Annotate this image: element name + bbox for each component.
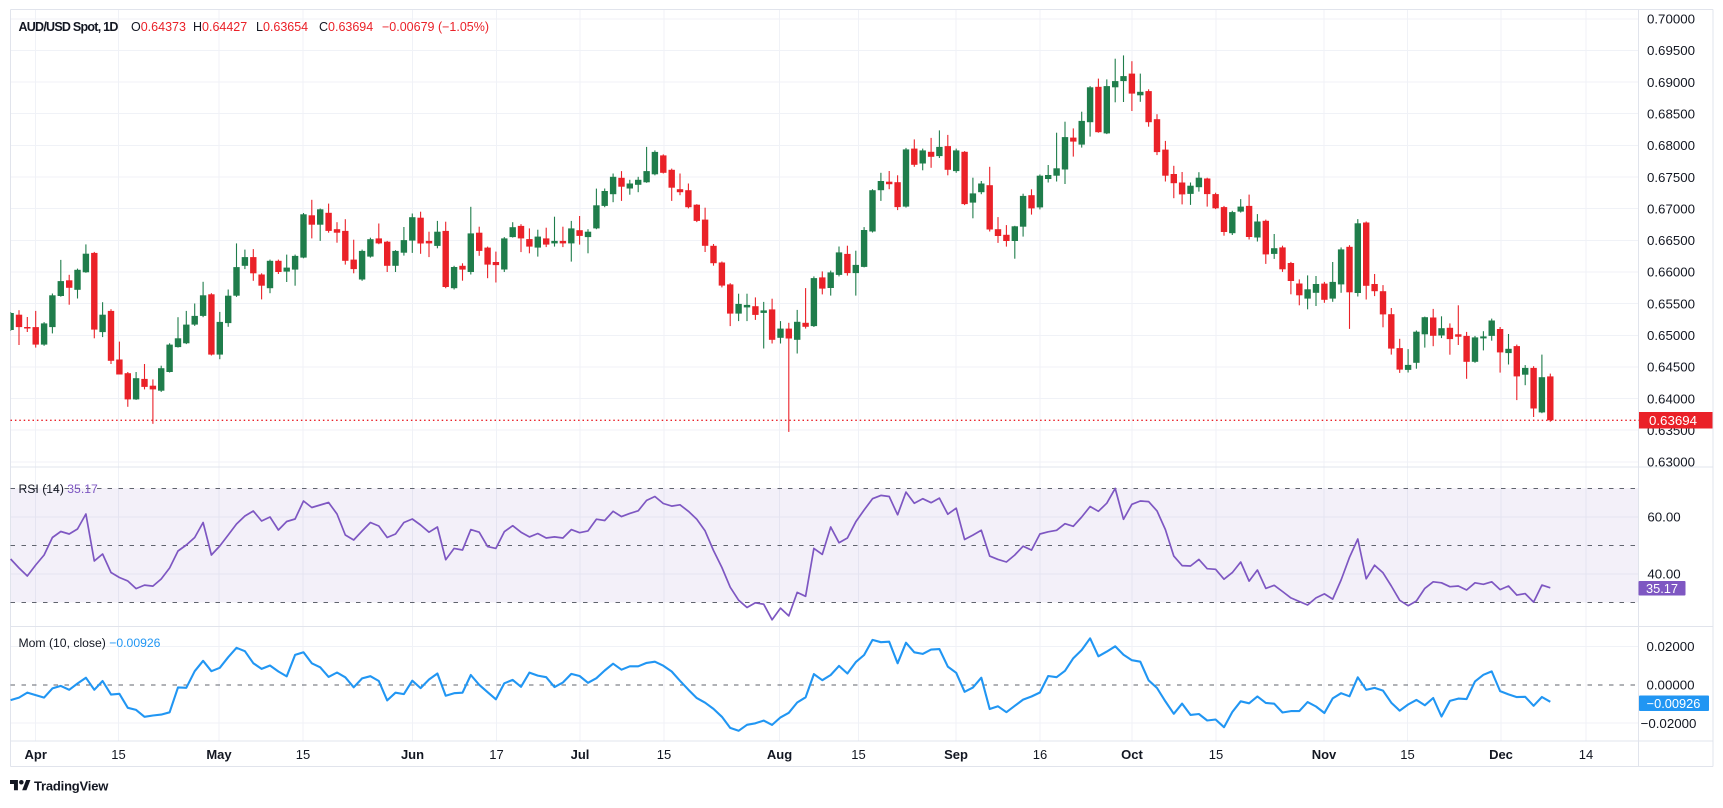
svg-text:14: 14	[1579, 747, 1593, 762]
svg-text:TradingView: TradingView	[34, 779, 109, 794]
svg-text:16: 16	[1033, 747, 1047, 762]
svg-text:0.65500: 0.65500	[1647, 296, 1695, 311]
svg-text:17: 17	[489, 747, 503, 762]
svg-text:0.70000: 0.70000	[1647, 12, 1695, 27]
svg-text:May: May	[206, 747, 232, 762]
svg-text:0.67500: 0.67500	[1647, 170, 1695, 185]
svg-text:40.00: 40.00	[1647, 567, 1680, 582]
svg-text:Sep: Sep	[944, 747, 968, 762]
svg-text:Jun: Jun	[401, 747, 424, 762]
svg-text:Aug: Aug	[767, 747, 792, 762]
svg-text:Mom (10, close) −0.00926: Mom (10, close) −0.00926	[19, 636, 161, 650]
svg-text:60.00: 60.00	[1647, 510, 1680, 525]
svg-text:15: 15	[1400, 747, 1414, 762]
svg-text:15: 15	[1209, 747, 1223, 762]
svg-text:15: 15	[111, 747, 125, 762]
svg-text:0.69000: 0.69000	[1647, 75, 1695, 90]
svg-text:AUD/USD Spot, 1D: AUD/USD Spot, 1D	[19, 20, 119, 34]
svg-text:Dec: Dec	[1489, 747, 1513, 762]
svg-text:0.63694: 0.63694	[1649, 413, 1697, 428]
svg-text:0.63000: 0.63000	[1647, 455, 1695, 470]
svg-text:15: 15	[657, 747, 671, 762]
svg-text:15: 15	[296, 747, 310, 762]
svg-text:0.66500: 0.66500	[1647, 233, 1695, 248]
svg-text:C0.63694: C0.63694	[319, 20, 373, 34]
svg-text:Nov: Nov	[1312, 747, 1337, 762]
svg-text:0.65000: 0.65000	[1647, 328, 1695, 343]
svg-text:0.67000: 0.67000	[1647, 201, 1695, 216]
svg-text:0.64500: 0.64500	[1647, 360, 1695, 375]
svg-text:0.64000: 0.64000	[1647, 391, 1695, 406]
svg-text:Apr: Apr	[25, 747, 47, 762]
svg-text:−0.00926: −0.00926	[1647, 696, 1701, 711]
svg-text:0.02000: 0.02000	[1646, 639, 1694, 654]
svg-text:0.68500: 0.68500	[1647, 106, 1695, 121]
svg-text:Oct: Oct	[1121, 747, 1143, 762]
svg-text:−0.02000: −0.02000	[1641, 716, 1697, 731]
svg-text:H0.64427: H0.64427	[193, 20, 247, 34]
svg-text:L0.63654: L0.63654	[256, 20, 308, 34]
svg-text:RSI (14) 35.17: RSI (14) 35.17	[19, 482, 98, 496]
svg-text:0.69500: 0.69500	[1647, 43, 1695, 58]
svg-text:15: 15	[851, 747, 865, 762]
svg-text:0.68000: 0.68000	[1647, 138, 1695, 153]
svg-text:0.00000: 0.00000	[1646, 678, 1694, 693]
svg-text:−0.00679 (−1.05%): −0.00679 (−1.05%)	[382, 20, 489, 34]
svg-text:Jul: Jul	[571, 747, 590, 762]
svg-text:O0.64373: O0.64373	[131, 20, 186, 34]
svg-text:35.17: 35.17	[1646, 581, 1678, 596]
svg-text:0.66000: 0.66000	[1647, 265, 1695, 280]
